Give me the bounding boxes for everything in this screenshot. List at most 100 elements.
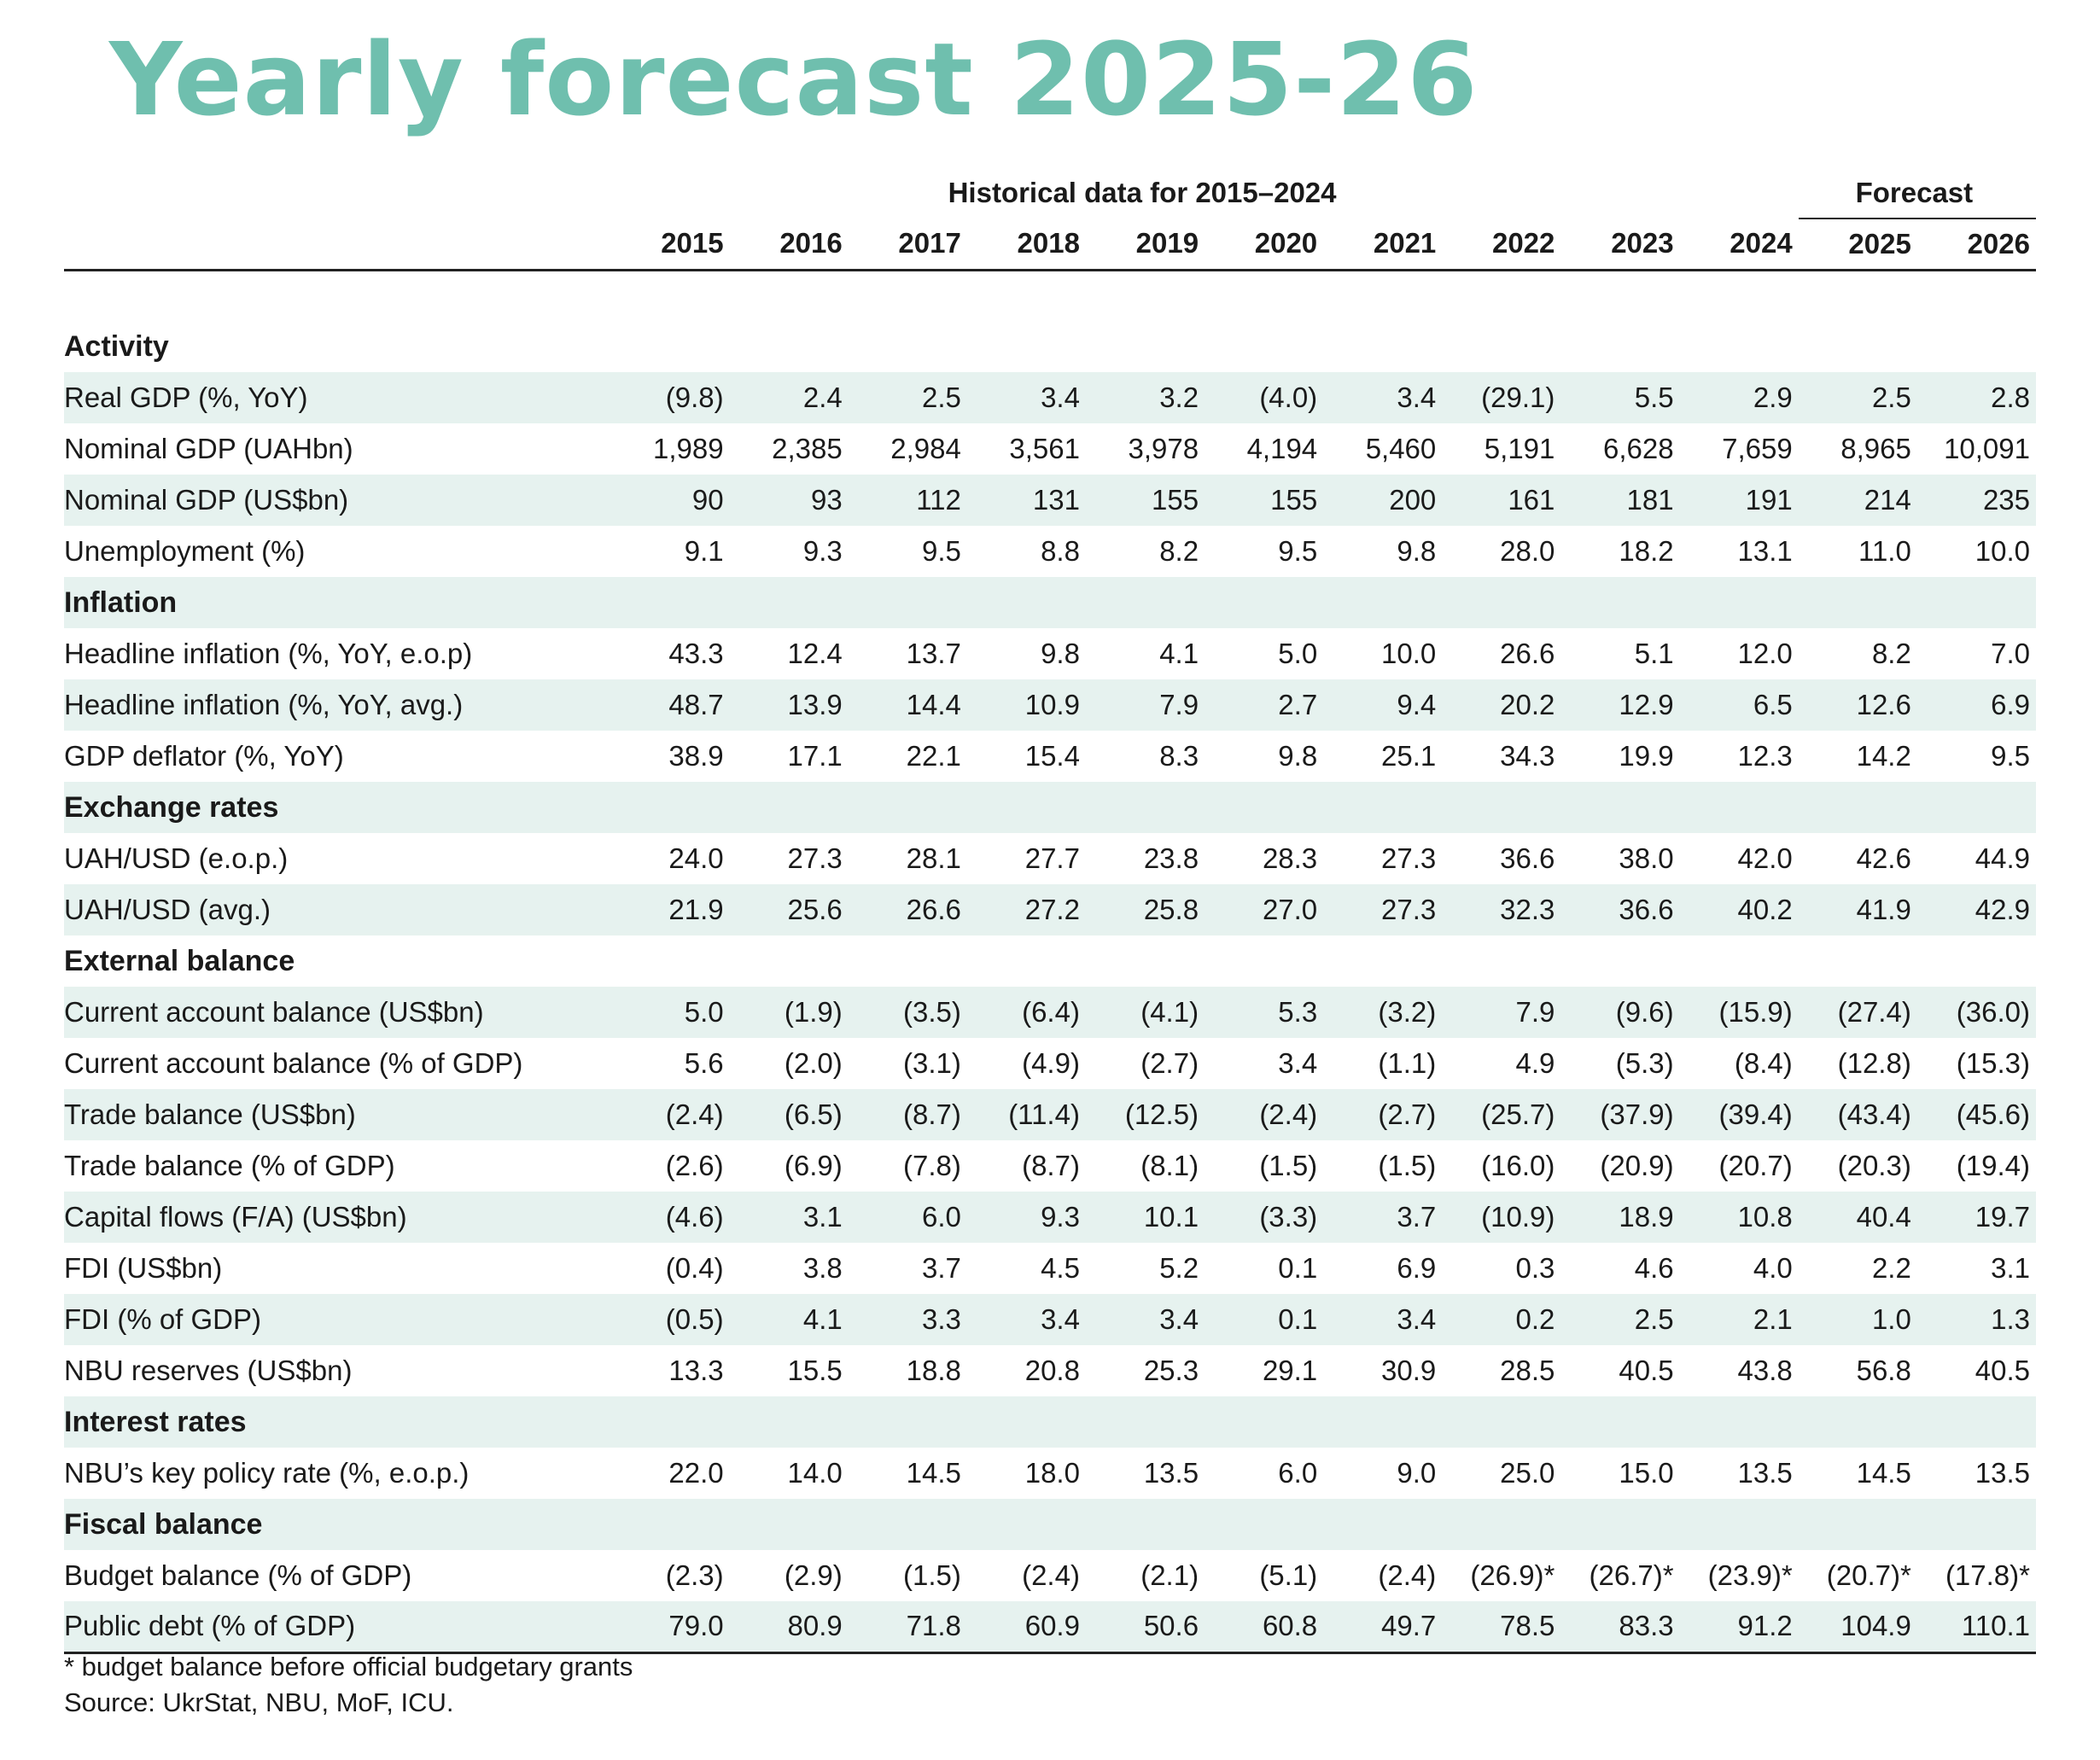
- row-label: FDI (US$bn): [64, 1252, 223, 1284]
- section-header-row: Exchange rates: [64, 782, 2036, 833]
- row-label: NBU reserves (US$bn): [64, 1355, 353, 1386]
- section-title: Exchange rates: [64, 782, 2036, 833]
- value-cell: 181: [1560, 475, 1680, 526]
- value-cell: 5.5: [1560, 372, 1680, 423]
- footnote: * budget balance before official budgeta…: [64, 1652, 633, 1681]
- table-footer: * budget balance before official budgeta…: [64, 1649, 633, 1721]
- year-header-2026: 2026: [1916, 219, 2036, 271]
- value-cell: 6.5: [1679, 679, 1799, 731]
- value-cell: 200: [1323, 475, 1443, 526]
- value-cell: 43.3: [668, 638, 724, 669]
- value-cell: 12.3: [1737, 740, 1793, 772]
- value-cell: 0.1: [1278, 1252, 1318, 1284]
- value-cell: 38.0: [1619, 842, 1674, 874]
- value-cell: 43.8: [1737, 1355, 1793, 1386]
- value-cell: (15.3): [1956, 1047, 2030, 1079]
- row-label: Nominal GDP (US$bn): [64, 475, 611, 526]
- value-cell: 5.0: [610, 987, 730, 1038]
- value-cell: 26.6: [1500, 638, 1555, 669]
- value-cell: 93: [729, 475, 849, 526]
- value-cell: 13.5: [1143, 1457, 1199, 1489]
- value-cell: (20.7)*: [1826, 1559, 1911, 1591]
- value-cell: 90: [610, 475, 730, 526]
- value-cell: 60.9: [966, 1601, 1086, 1654]
- value-cell: 12.6: [1798, 679, 1917, 731]
- value-cell: 2.4: [729, 372, 849, 423]
- value-cell: 6.0: [848, 1192, 967, 1243]
- table-row: NBU reserves (US$bn) 13.3 15.5 18.8 20.8 25.3…: [64, 1345, 2036, 1396]
- value-cell: 17.1: [787, 740, 843, 772]
- value-cell: 91.2: [1679, 1601, 1799, 1654]
- table-row: Headline inflation (%, YoY, avg.) 48.7 13.…: [64, 679, 2036, 731]
- value-cell: (10.9): [1442, 1192, 1561, 1243]
- value-cell: (3.3): [1205, 1192, 1324, 1243]
- value-cell: 9.0: [1397, 1457, 1437, 1489]
- value-cell: (8.7): [848, 1089, 967, 1140]
- value-cell: 40.5: [1975, 1355, 2030, 1386]
- value-cell: 3.4: [1323, 1294, 1443, 1345]
- value-cell: 13.9: [729, 679, 849, 731]
- table-row: Trade balance (% of GDP) (2.6) (6.9) (7.8) (…: [64, 1140, 2036, 1192]
- value-cell: (9.6): [1560, 987, 1680, 1038]
- value-cell: 42.6: [1856, 842, 1911, 874]
- table-row: Capital flows (F/A) (US$bn) (4.6) 3.1 6.0 9.…: [64, 1192, 2036, 1243]
- value-cell: 27.3: [787, 842, 843, 874]
- value-cell: 49.7: [1323, 1601, 1443, 1654]
- value-cell: 20.8: [1024, 1355, 1080, 1386]
- row-label: NBU’s key policy rate (%, e.o.p.): [64, 1457, 470, 1489]
- value-cell: 3.7: [921, 1252, 961, 1284]
- value-cell: 155: [1205, 475, 1324, 526]
- year-header-2022: 2022: [1442, 219, 1561, 271]
- year-header-2021: 2021: [1323, 219, 1443, 271]
- year-header-2023: 2023: [1560, 219, 1680, 271]
- value-cell: (1.1): [1378, 1047, 1437, 1079]
- value-cell: 36.6: [1560, 884, 1680, 935]
- value-cell: 3,561: [1009, 433, 1080, 464]
- value-cell: 5,460: [1365, 433, 1437, 464]
- value-cell: 4,194: [1246, 433, 1318, 464]
- value-cell: (2.4): [1378, 1559, 1437, 1591]
- value-cell: 21.9: [610, 884, 730, 935]
- value-cell: 18.2: [1619, 535, 1674, 567]
- value-cell: (8.7): [1022, 1150, 1080, 1181]
- value-cell: (2.4): [1205, 1089, 1324, 1140]
- value-cell: 9.1: [684, 535, 724, 567]
- value-cell: (4.1): [1085, 987, 1205, 1038]
- row-label: Trade balance (% of GDP): [64, 1150, 395, 1181]
- value-cell: 4.0: [1753, 1252, 1793, 1284]
- value-cell: 1,989: [653, 433, 724, 464]
- value-cell: 9.5: [1991, 740, 2030, 772]
- value-cell: 19.9: [1619, 740, 1674, 772]
- value-cell: 2,385: [772, 433, 843, 464]
- value-cell: (0.5): [610, 1294, 730, 1345]
- value-cell: 56.8: [1856, 1355, 1911, 1386]
- value-cell: 3.4: [1085, 1294, 1205, 1345]
- value-cell: 5.1: [1634, 638, 1674, 669]
- value-cell: 60.8: [1205, 1601, 1324, 1654]
- value-cell: 50.6: [1085, 1601, 1205, 1654]
- value-cell: (16.0): [1481, 1150, 1555, 1181]
- section-title: Activity: [64, 329, 169, 363]
- value-cell: 12.4: [787, 638, 843, 669]
- value-cell: 3,978: [1128, 433, 1199, 464]
- row-label: Trade balance (US$bn): [64, 1089, 611, 1140]
- value-cell: 3.4: [1278, 1047, 1318, 1079]
- value-cell: 42.0: [1737, 842, 1793, 874]
- value-cell: 80.9: [729, 1601, 849, 1654]
- value-cell: 3.3: [848, 1294, 967, 1345]
- value-cell: (27.4): [1798, 987, 1917, 1038]
- value-cell: 25.6: [729, 884, 849, 935]
- value-cell: (4.0): [1205, 372, 1324, 423]
- value-cell: (3.2): [1323, 987, 1443, 1038]
- value-cell: 110.1: [1916, 1601, 2036, 1654]
- value-cell: 3.7: [1323, 1192, 1443, 1243]
- value-cell: 30.9: [1381, 1355, 1437, 1386]
- value-cell: 83.3: [1560, 1601, 1680, 1654]
- value-cell: 15.5: [787, 1355, 843, 1386]
- section-header-row: Fiscal balance: [64, 1499, 2036, 1550]
- value-cell: (20.7): [1718, 1150, 1793, 1181]
- value-cell: (20.9): [1600, 1150, 1674, 1181]
- value-cell: (1.5): [1378, 1150, 1437, 1181]
- section-title: External balance: [64, 944, 295, 977]
- value-cell: 10.0: [1381, 638, 1437, 669]
